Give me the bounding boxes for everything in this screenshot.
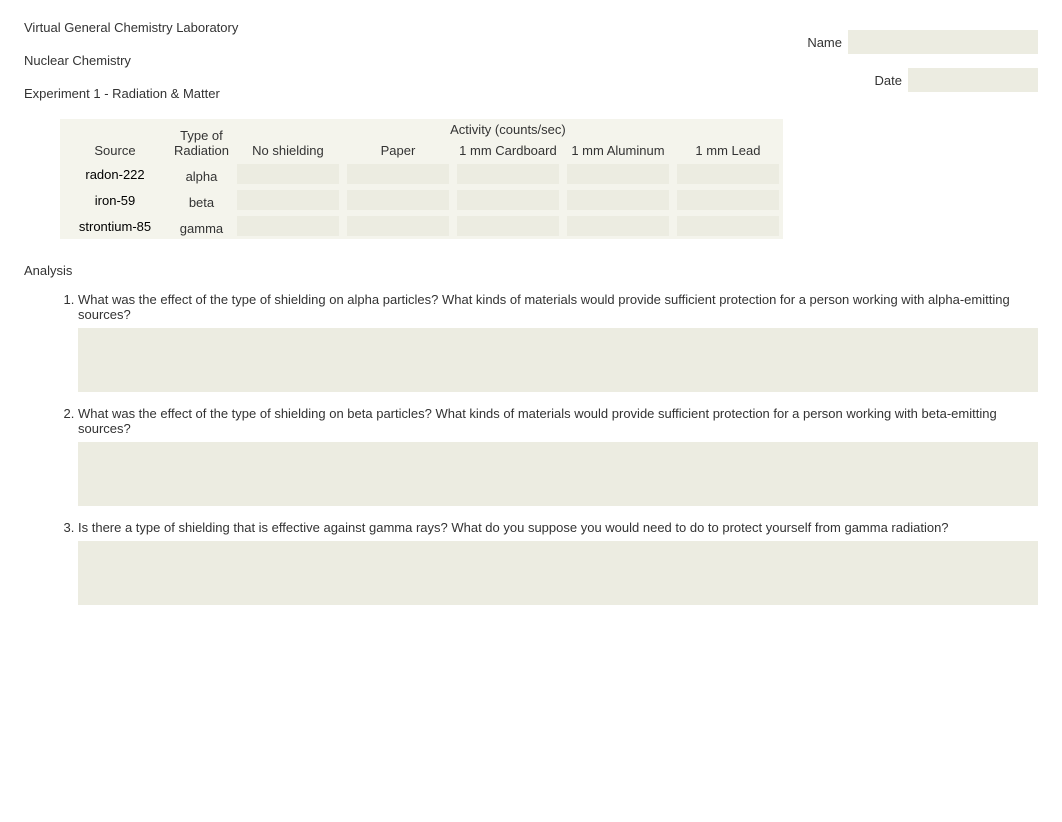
col-header-paper: Paper — [381, 143, 416, 158]
name-label: Name — [807, 35, 842, 50]
radiation-cell: alpha — [186, 169, 218, 184]
section-title: Nuclear Chemistry — [24, 53, 238, 68]
date-label: Date — [875, 73, 902, 88]
activity-input[interactable] — [567, 190, 669, 210]
col-header-activity: Activity (counts/sec) — [450, 122, 566, 137]
table-row: alpha — [60, 161, 783, 187]
activity-input[interactable] — [457, 190, 559, 210]
radiation-cell: beta — [189, 195, 214, 210]
table-row: gamma — [60, 213, 783, 239]
data-table: Source Type of Radiation Activity (count… — [60, 119, 783, 239]
source-cell — [64, 190, 166, 210]
name-input[interactable] — [848, 30, 1038, 54]
radiation-cell: gamma — [180, 221, 223, 236]
answer-input[interactable] — [78, 328, 1038, 392]
date-input[interactable] — [908, 68, 1038, 92]
question-text: What was the effect of the type of shiel… — [78, 406, 1038, 436]
activity-input[interactable] — [347, 216, 449, 236]
col-header-noshield: No shielding — [252, 143, 324, 158]
col-header-cardboard: 1 mm Cardboard — [459, 143, 557, 158]
activity-input[interactable] — [677, 164, 779, 184]
question-text: What was the effect of the type of shiel… — [78, 292, 1038, 322]
table-row: beta — [60, 187, 783, 213]
col-header-type-1: Type of — [180, 128, 223, 143]
activity-input[interactable] — [677, 216, 779, 236]
col-header-lead: 1 mm Lead — [695, 143, 760, 158]
col-header-source: Source — [94, 143, 135, 158]
analysis-heading: Analysis — [24, 263, 1038, 278]
col-header-aluminum: 1 mm Aluminum — [571, 143, 664, 158]
activity-input[interactable] — [347, 164, 449, 184]
activity-input[interactable] — [457, 164, 559, 184]
answer-input[interactable] — [78, 442, 1038, 506]
question-text: Is there a type of shielding that is eff… — [78, 520, 1038, 535]
source-cell — [64, 164, 166, 184]
activity-input[interactable] — [237, 216, 339, 236]
question-item: Is there a type of shielding that is eff… — [78, 520, 1038, 605]
activity-input[interactable] — [237, 190, 339, 210]
col-header-type-2: Radiation — [174, 143, 229, 158]
activity-input[interactable] — [457, 216, 559, 236]
activity-input[interactable] — [347, 190, 449, 210]
experiment-title: Experiment 1 - Radiation & Matter — [24, 86, 238, 101]
activity-input[interactable] — [567, 216, 669, 236]
question-item: What was the effect of the type of shiel… — [78, 292, 1038, 392]
activity-input[interactable] — [677, 190, 779, 210]
activity-input[interactable] — [567, 164, 669, 184]
lab-title: Virtual General Chemistry Laboratory — [24, 20, 238, 35]
answer-input[interactable] — [78, 541, 1038, 605]
source-cell — [64, 216, 166, 236]
activity-input[interactable] — [237, 164, 339, 184]
question-item: What was the effect of the type of shiel… — [78, 406, 1038, 506]
